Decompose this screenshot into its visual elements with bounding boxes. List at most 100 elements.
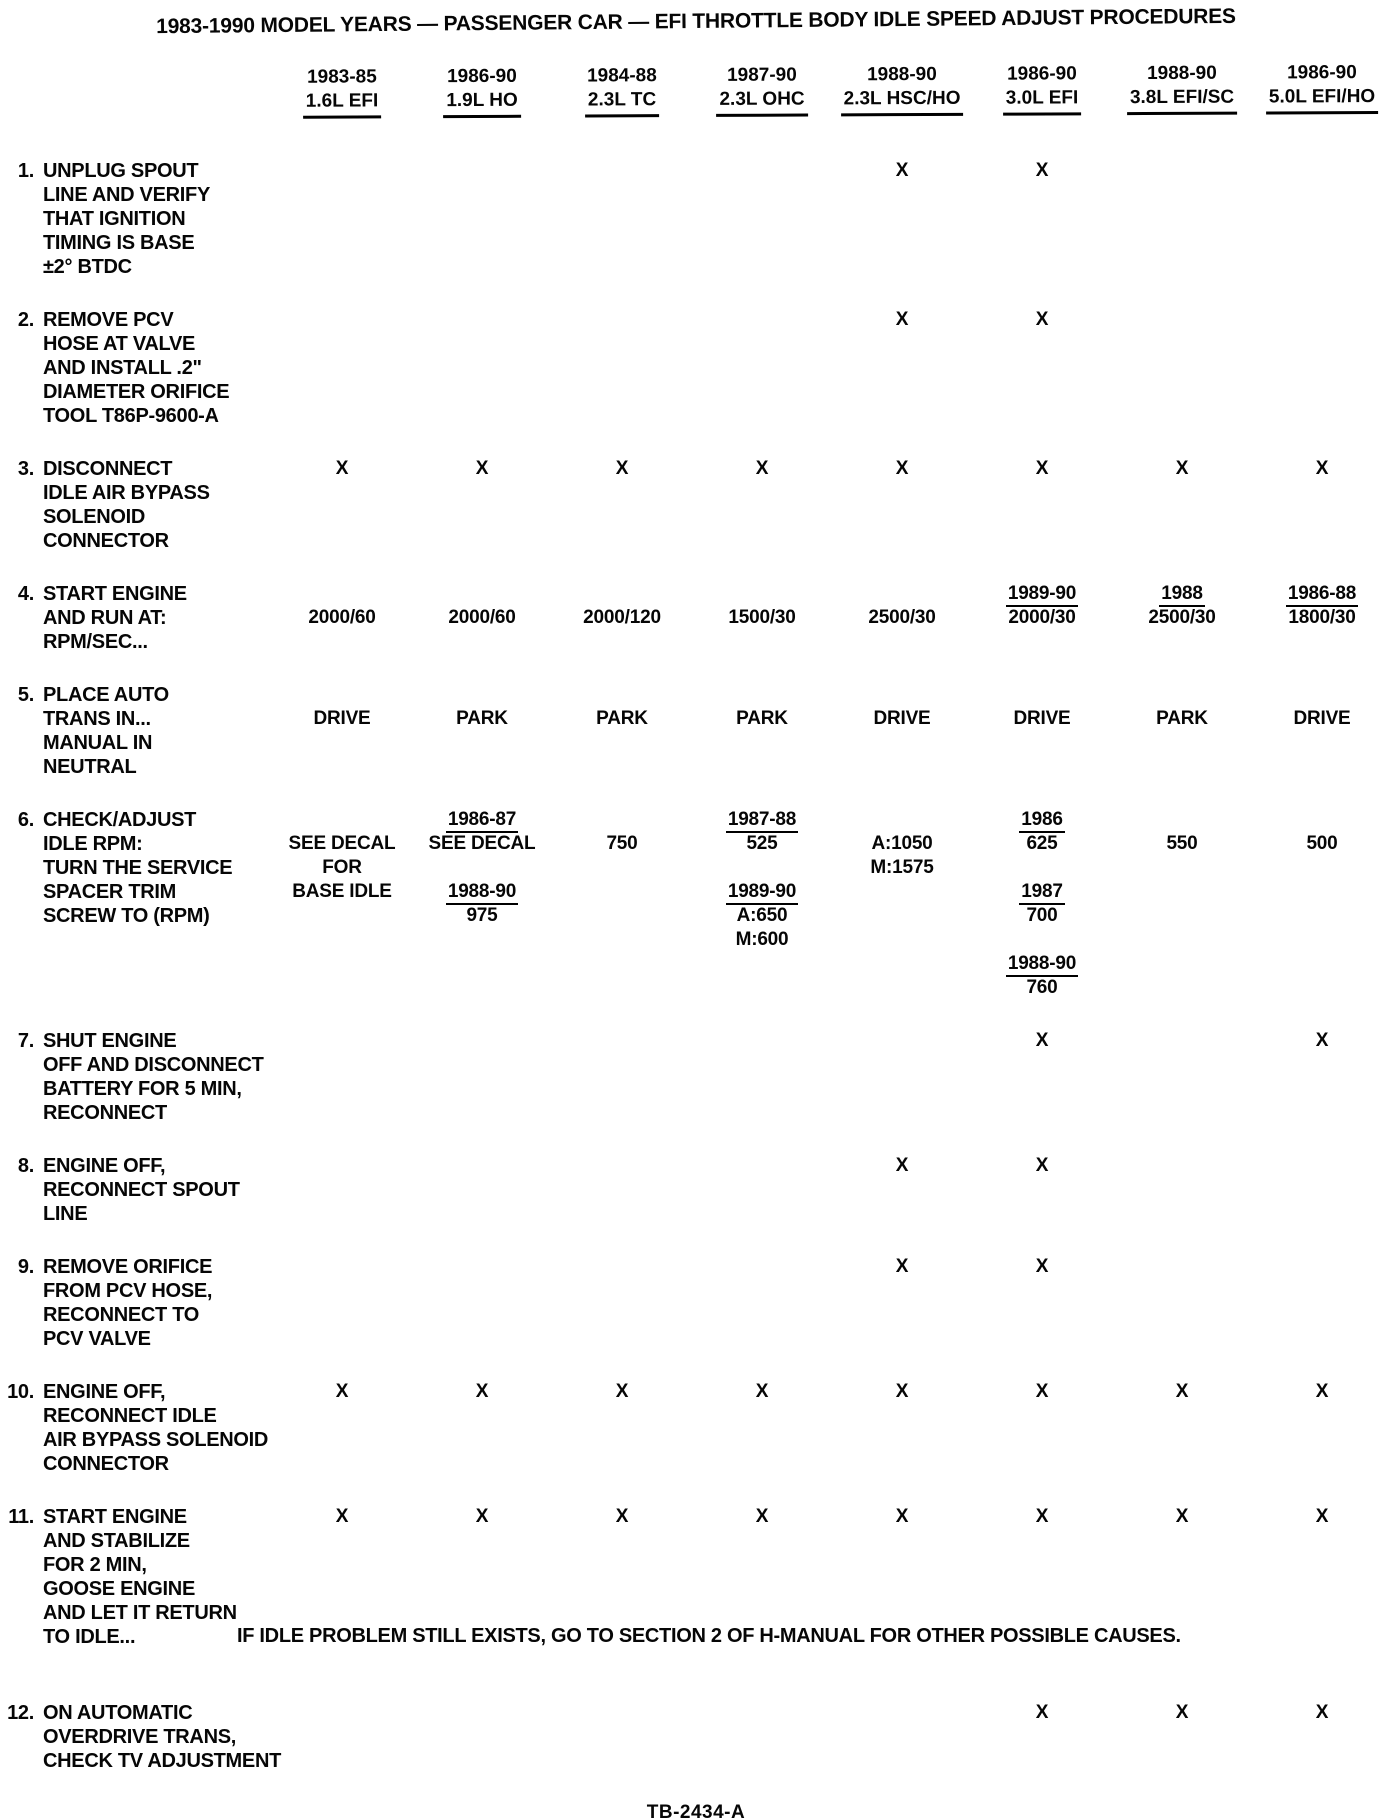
step-text: START ENGINE AND STABILIZE FOR 2 MIN, GOOSE… <box>43 1505 237 1649</box>
cell-step2-col7 <box>1112 308 1252 428</box>
cell-step7-col1 <box>272 1029 412 1125</box>
procedure-rows: 1. UNPLUG SPOUT LINE AND VERIFY THAT IGNITI… <box>0 159 1392 1773</box>
step-number: 2. <box>17 309 34 331</box>
cell-step2-col5: X <box>832 308 972 428</box>
cell-value: M:600 <box>735 929 789 950</box>
step-text-line: LINE <box>43 1203 88 1225</box>
cell-value: 1500/30 <box>728 607 796 628</box>
column-years: 1983-85 <box>307 66 377 88</box>
cell-step11-col2: X <box>412 1505 552 1649</box>
cell-step11-col3: X <box>552 1505 692 1649</box>
cell-value: BASE IDLE <box>292 881 392 902</box>
cell-step4-col8: 1986-88 1800/30 <box>1252 582 1392 654</box>
cell-step11-col1: X <box>272 1505 412 1649</box>
x-mark: X <box>1035 309 1049 330</box>
procedure-row-7: 7. SHUT ENGINE OFF AND DISCONNECT BATTERY F… <box>0 1029 1392 1125</box>
step-number: 7. <box>17 1030 34 1052</box>
column-engine-line: 3.0L EFI <box>972 86 1112 116</box>
step-text: ENGINE OFF, RECONNECT SPOUT LINE <box>43 1154 240 1226</box>
cell-value: 750 <box>606 833 638 854</box>
step-number: 8. <box>17 1155 34 1177</box>
cell-step6-col3: 750 <box>552 808 692 1000</box>
cell-step12-col6: X <box>972 1701 1112 1773</box>
cell-step4-col7: 1988 2500/30 <box>1112 582 1252 654</box>
step-text-line: ENGINE OFF, <box>43 1381 166 1403</box>
x-mark: X <box>475 1506 489 1527</box>
x-mark: X <box>1175 1381 1189 1402</box>
step-text-line: MANUAL IN <box>43 732 153 754</box>
step-text-line: CHECK TV ADJUSTMENT <box>43 1750 282 1772</box>
cell-value <box>832 582 972 606</box>
cell-step7-col6: X <box>972 1029 1112 1125</box>
step-label: 1. UNPLUG SPOUT LINE AND VERIFY THAT IGNITI… <box>0 159 272 279</box>
cell-value <box>272 582 412 606</box>
underlined-year: 1988 <box>1159 583 1205 607</box>
cell-value <box>272 808 412 832</box>
cell-value <box>552 582 692 606</box>
cell-value: 525 <box>746 833 778 854</box>
step-text-line: PLACE AUTO <box>43 684 169 706</box>
cell-step1-col4 <box>692 159 832 279</box>
cell-value: SEE DECAL <box>288 833 396 854</box>
cell-step2-col1 <box>272 308 412 428</box>
procedure-row-9: 9. REMOVE ORIFICE FROM PCV HOSE, RECONNECT … <box>0 1255 1392 1351</box>
cell-step9-col3 <box>552 1255 692 1351</box>
step-label: 12. ON AUTOMATIC OVERDRIVE TRANS, CHECK TV … <box>0 1701 281 1773</box>
cell-step7-col2 <box>412 1029 552 1125</box>
procedure-row-1: 1. UNPLUG SPOUT LINE AND VERIFY THAT IGNITI… <box>0 159 1392 279</box>
year-range: 1989-90 <box>972 582 1112 607</box>
x-mark: X <box>755 1381 769 1402</box>
cell-value: 550 <box>1166 833 1198 854</box>
cell-value <box>692 856 832 880</box>
x-mark: X <box>755 1506 769 1527</box>
x-mark: X <box>475 458 489 479</box>
cell-value: 2500/30 <box>868 607 936 628</box>
cell-value <box>1112 808 1252 832</box>
cell-step10-col8: X <box>1252 1380 1392 1476</box>
x-mark: X <box>895 1506 909 1527</box>
underlined-year: 1986-88 <box>1285 583 1359 607</box>
column-header-4: 1987-90 2.3L OHC <box>692 63 832 117</box>
column-header-7: 1988-90 3.8L EFI/SC <box>1112 62 1252 116</box>
x-mark: X <box>755 458 769 479</box>
x-mark: X <box>615 1506 629 1527</box>
cell-step3-col2: X <box>412 457 552 553</box>
column-years: 1987-90 <box>727 64 797 86</box>
step-text-line: IDLE RPM: <box>43 833 143 855</box>
cell-step10-col4: X <box>692 1380 832 1476</box>
procedure-row-2: 2. REMOVE PCV HOSE AT VALVE AND INSTALL .2"… <box>0 308 1392 428</box>
step-text-line: DIAMETER ORIFICE <box>43 381 230 403</box>
step-text: PLACE AUTO TRANS IN... MANUAL IN NEUTRAL <box>43 683 169 779</box>
step-text-line: CONNECTOR <box>43 530 169 552</box>
step-text-line: ±2° BTDC <box>43 256 132 278</box>
cell-step1-col1 <box>272 159 412 279</box>
underlined-year: 1987 <box>1019 881 1065 905</box>
x-mark: X <box>895 309 909 330</box>
step-label: 11. START ENGINE AND STABILIZE FOR 2 MIN, GO… <box>0 1505 272 1649</box>
cell-value <box>412 683 552 707</box>
x-mark: X <box>615 458 629 479</box>
step-text: REMOVE PCV HOSE AT VALVE AND INSTALL .2" DI… <box>43 308 230 428</box>
step-number: 9. <box>17 1256 34 1278</box>
column-header-3: 1984-88 2.3L TC <box>552 64 692 118</box>
step-text-line: RECONNECT TO <box>43 1304 200 1326</box>
step-number: 1. <box>17 160 34 182</box>
cell-value: PARK <box>736 708 788 729</box>
column-engine: 3.8L EFI/SC <box>1126 85 1238 116</box>
step-text: START ENGINE AND RUN AT: RPM/SEC... <box>43 582 187 654</box>
cell-step11-col4: X <box>692 1505 832 1649</box>
year-range: 1986-87 <box>412 808 552 833</box>
step-text-line: THAT IGNITION <box>43 208 186 230</box>
page-title: 1983-1990 MODEL YEARS — PASSENGER CAR — … <box>156 4 1236 39</box>
step-text-line: LINE AND VERIFY <box>43 184 210 206</box>
column-years: 1986-90 <box>1007 63 1077 85</box>
cell-step11-col6: X <box>972 1505 1112 1649</box>
step-text-line: AND LET IT RETURN <box>43 1602 237 1624</box>
step-number: 11. <box>8 1506 34 1528</box>
cell-value <box>1252 808 1392 832</box>
x-mark: X <box>1315 1030 1329 1051</box>
underlined-year: 1989-90 <box>725 881 799 905</box>
column-header-1: 1983-85 1.6L EFI <box>272 65 412 119</box>
cell-step11-col7: X <box>1112 1505 1252 1649</box>
